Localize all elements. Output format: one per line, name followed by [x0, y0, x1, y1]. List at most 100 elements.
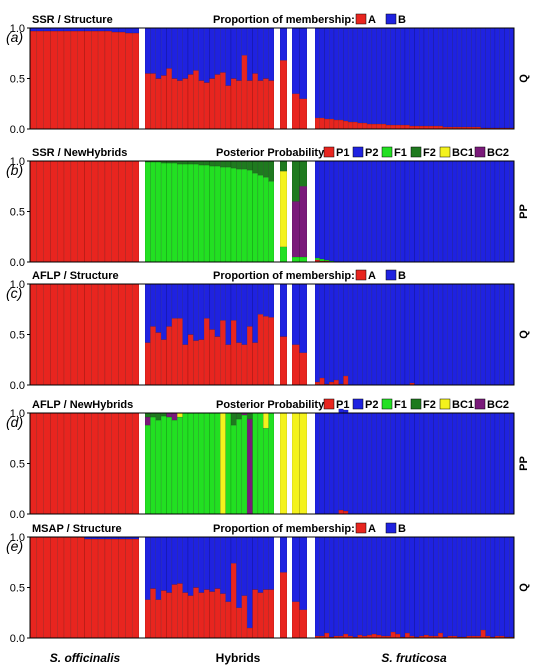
panel-3-bar-P1-0-14: [125, 412, 133, 515]
panel-1-bar-rest-4-39: [499, 160, 505, 263]
panel-1-bar-rest-4-35: [480, 160, 486, 263]
panel-3-bar-P2-4-24: [428, 412, 434, 515]
panel-1-bar-F1-1-6: [177, 163, 183, 263]
panel-2-bar-A-1-21: [257, 314, 264, 386]
panel-0-ytick-label-0: 0.0: [10, 124, 25, 136]
panel-3-bar-P2-4-26: [437, 412, 444, 515]
panel-2-bar-rest-4-14: [381, 283, 387, 386]
panel-0-bar-A-1-23: [268, 80, 275, 130]
panel-1-bar-P1-0-15: [131, 160, 140, 263]
panel-4-separator-3: [307, 536, 315, 639]
panel-3-bar-F1-1-5: [171, 419, 178, 515]
panel-1-bar-rest-4-29: [452, 160, 458, 263]
panel-1-bar-F2-1-12: [209, 160, 216, 167]
panel-2-bar-A-4-6: [343, 375, 349, 386]
panel-4-separator-2: [287, 536, 292, 639]
panel-0-bar-A-0-1: [36, 30, 44, 130]
panel-0-bar-rest-4-34: [475, 27, 482, 128]
panel-4-bar-rest-4-18: [400, 536, 406, 638]
panel-4-bar-A-1-3: [160, 590, 167, 639]
panel-1-bar-rest-4-12: [371, 160, 377, 263]
panel-2-bar-rest-1-5: [171, 283, 178, 319]
panel-3-legend-swatch-P2: [352, 398, 364, 410]
panel-4-legend-title: Proportion of membership:: [213, 523, 355, 535]
panel-1-bar-P1-0-13: [118, 160, 126, 263]
panel-0-bar-A-4-17: [395, 124, 401, 130]
panel-3-bar-P2-4-41: [509, 412, 515, 515]
panel-0-legend-title: Proportion of membership:: [213, 14, 355, 26]
panel-4-bar-rest-1-6: [177, 536, 183, 584]
panel-0-bar-rest-0-14: [125, 27, 133, 34]
panel-4-ytick-label-1: 0.5: [10, 583, 25, 595]
panel-0-bar-rest-4-29: [452, 27, 458, 128]
panel-0-bar-A-1-6: [177, 80, 183, 130]
panel-0-bar-rest-4-37: [490, 27, 496, 129]
panel-3-bar-F1-1-15: [225, 412, 232, 515]
panel-1-bar-rest-4-20: [409, 160, 415, 263]
panel-0-bar-rest-1-21: [257, 27, 264, 81]
panel-4-bar-rest-4-39: [499, 536, 505, 637]
panel-0-bar-rest-4-38: [494, 27, 500, 129]
panel-1-bar-F1-4-0: [314, 257, 320, 261]
panel-2-bar-rest-1-22: [263, 283, 269, 317]
panel-2-bar-rest-1-14: [220, 283, 226, 321]
panel-2-bar-A-1-2: [155, 332, 162, 386]
panel-1-bar-rest-4-0: [314, 160, 320, 259]
panel-3-bar-P2-4-40: [504, 412, 510, 515]
panel-3-legend-swatch-BC2: [474, 398, 486, 410]
panel-1-bar-F1-1-15: [225, 166, 232, 263]
panel-1-bar-F1-1-19: [246, 169, 253, 263]
panel-4-bar-A-1-7: [182, 592, 189, 639]
panel-2-bar-rest-4-29: [452, 283, 458, 386]
panel-0-bar-A-4-5: [338, 119, 344, 130]
panel-0-bar-rest-4-21: [414, 27, 420, 127]
panel-2-bar-rest-4-6: [343, 283, 349, 377]
panel-4-bar-A-4-26: [437, 632, 444, 639]
panel-3-bar-P2-4-35: [480, 412, 486, 515]
panel-3-bar-P2-4-32: [466, 412, 472, 515]
panel-3-bar-P1-0-13: [118, 412, 126, 515]
panel-4-bar-A-0-0: [29, 536, 38, 639]
panel-2-right-axis-label: Q: [518, 330, 530, 339]
panel-3-bar-F1-1-9: [193, 412, 199, 515]
panel-3-bar-F1-1-0: [144, 424, 151, 515]
panel-0-bar-A-0-15: [131, 32, 140, 130]
panel-3-right-axis-label: PP: [518, 456, 530, 471]
panel-2-bar-A-0-15: [131, 283, 140, 386]
panel-3-bar-P2-4-12: [371, 412, 377, 515]
panel-3-separator-0: [139, 412, 145, 515]
panel-2-bar-A-1-19: [246, 326, 253, 386]
panel-4-bar-A-3-1: [299, 609, 308, 639]
panel-1-bar-rest-4-38: [494, 160, 500, 263]
panel-0-bar-A-0-4: [57, 30, 65, 130]
panel-2-bar-rest-1-2: [155, 283, 162, 333]
panel-1-method-title: SSR / NewHybrids: [32, 147, 127, 159]
panel-3-legend-swatch-BC1: [439, 398, 451, 410]
panel-3-bar-P2-4-33: [471, 412, 477, 515]
panel-1-bar-F1-3-1: [299, 256, 308, 263]
panel-0-bar-rest-4-7: [347, 27, 354, 123]
panel-0-bar-A-4-10: [362, 122, 368, 130]
panel-0-bar-rest-1-12: [209, 27, 216, 79]
panel-2-bar-rest-4-25: [433, 283, 439, 386]
panel-0-bar-rest-1-20: [252, 27, 259, 74]
panel-4-bar-A-4-16: [390, 631, 396, 639]
panel-4-bar-rest-1-21: [257, 536, 264, 593]
panel-2-bar-rest-4-41: [509, 283, 515, 386]
panel-4-bar-rest-4-12: [371, 536, 377, 635]
panel-0-bar-A-1-17: [236, 80, 242, 130]
panel-4-bar-rest-4-32: [466, 536, 472, 637]
panel-2-legend-swatch-A: [355, 269, 367, 281]
panel-4-bar-rest-4-8: [352, 536, 358, 638]
panel-2-bar-rest-1-13: [214, 283, 221, 337]
panel-3-bar-P2-4-31: [461, 412, 467, 515]
panel-3-bar-P2-4-3: [329, 412, 335, 515]
panel-1-legend-swatch-F2: [410, 146, 422, 158]
panel-0-bar-rest-4-2: [324, 27, 330, 120]
panel-4-bar-A-2-0: [279, 572, 288, 639]
panel-1-bar-F2-2-0: [279, 160, 288, 172]
panel-0-bar-A-4-2: [324, 118, 330, 130]
panel-1-separator-0: [139, 160, 145, 263]
panel-1-bar-F1-1-20: [252, 172, 259, 263]
